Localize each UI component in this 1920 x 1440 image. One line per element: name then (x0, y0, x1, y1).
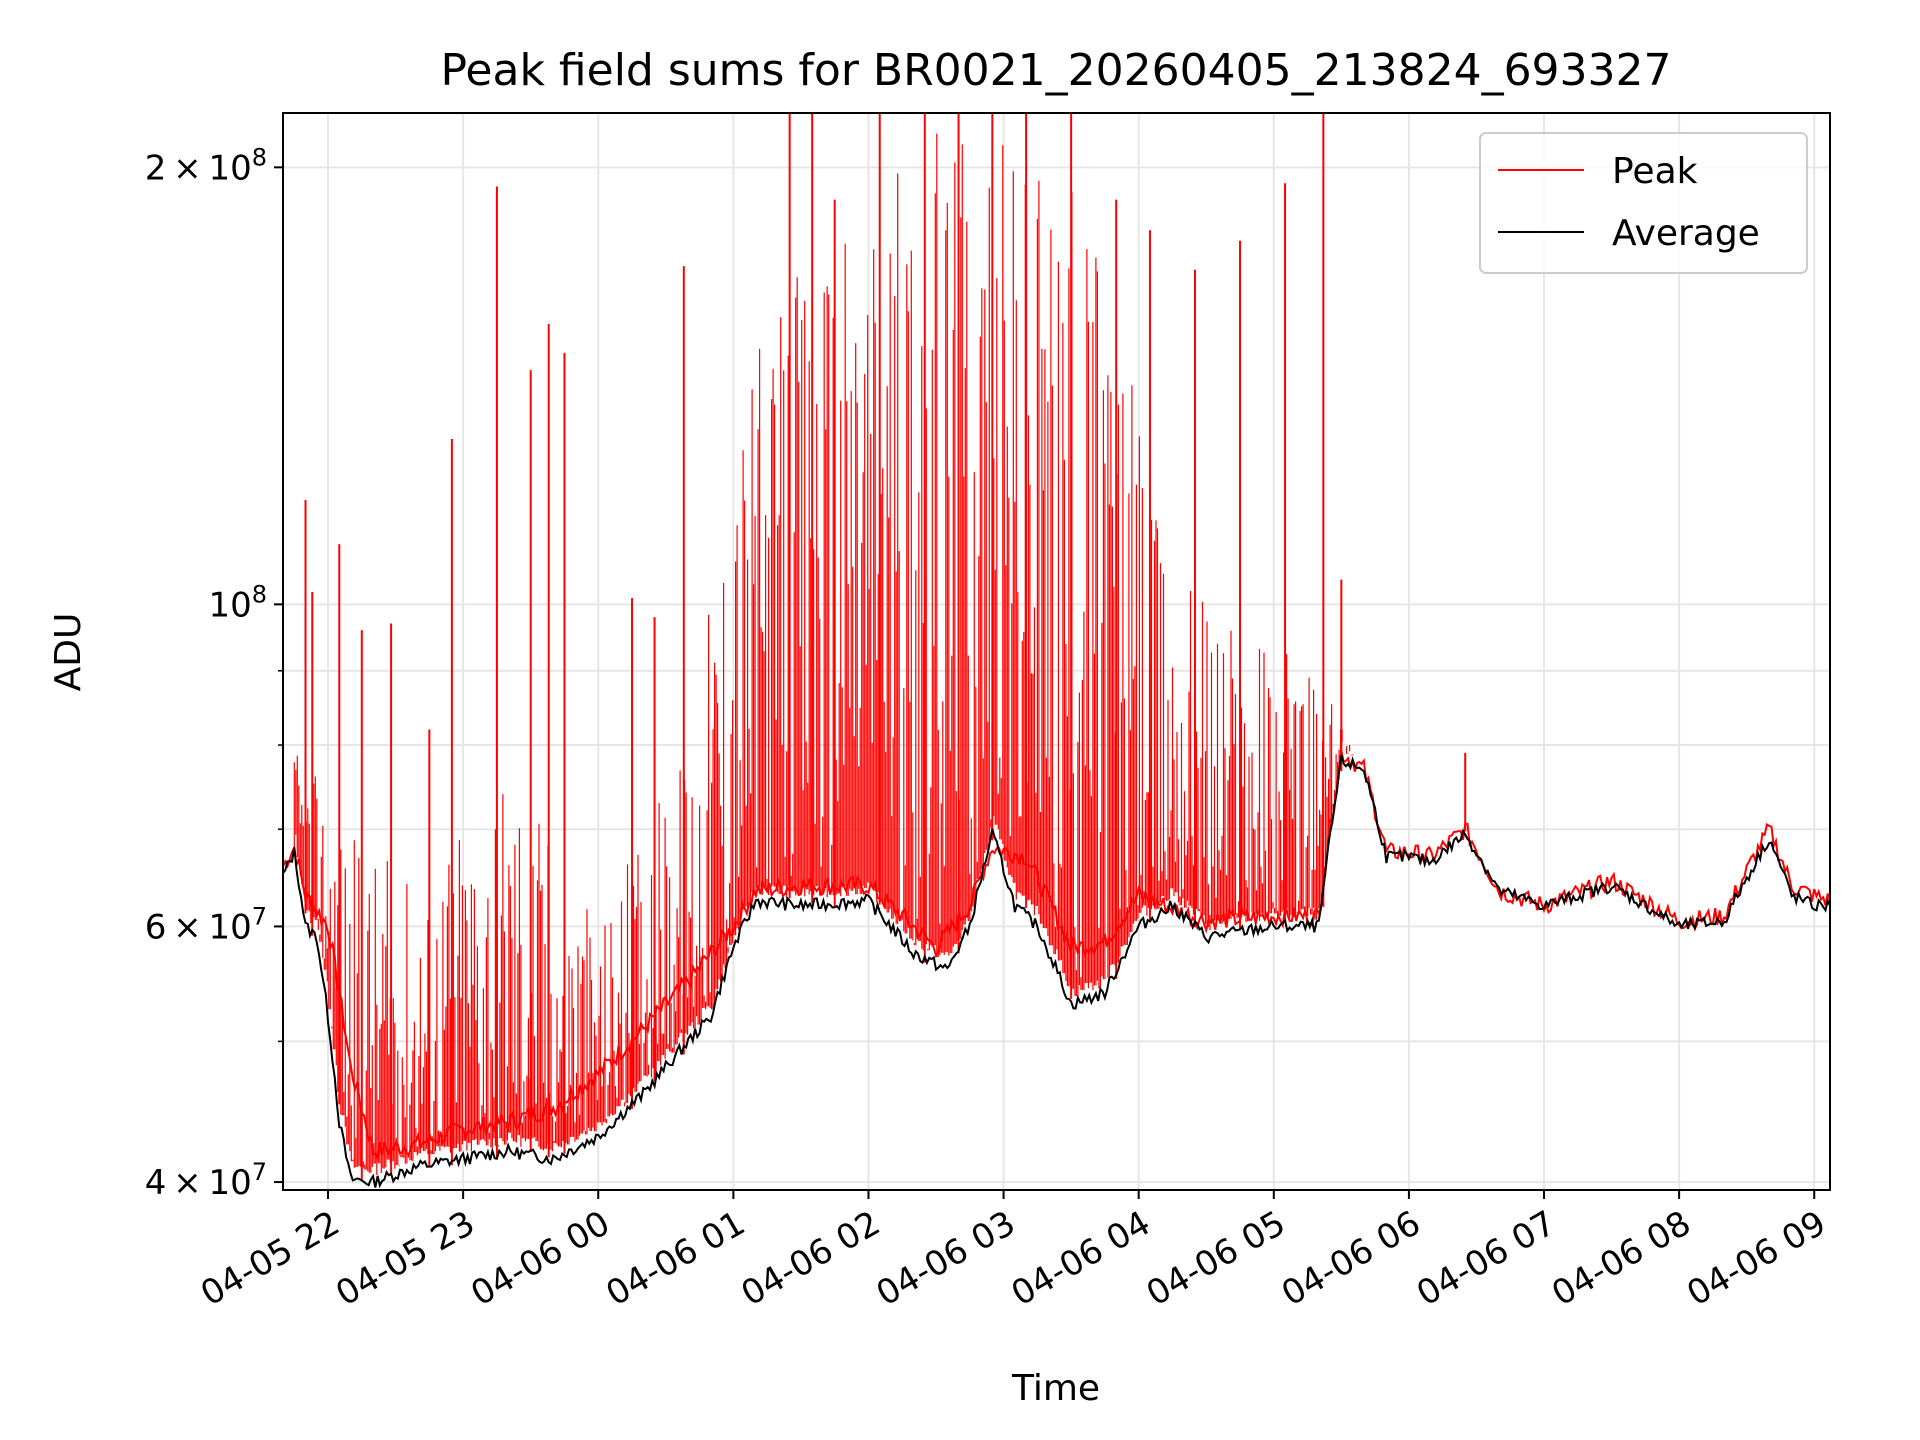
x-tick-label: 04-06 04 (1005, 1203, 1157, 1314)
y-axis: 4 × 107 6 × 107 108 2 × 108 (145, 143, 283, 1203)
series-layer (283, 113, 1830, 1189)
peak-series-spikes (293, 113, 1467, 1180)
average-series-line (283, 754, 1830, 1189)
x-tick-label: 04-06 07 (1410, 1203, 1562, 1314)
chart-title: Peak field sums for BR0021_20260405_2138… (440, 45, 1671, 96)
plot-frame (282, 112, 1831, 1191)
y-axis-label: ADU (48, 613, 89, 692)
y-tick-label: 6 × 107 (145, 902, 267, 947)
y-tick-label: 2 × 108 (145, 143, 267, 188)
x-tick-label: 04-06 03 (870, 1203, 1022, 1314)
legend-average-label: Average (1612, 213, 1760, 254)
x-tick-label: 04-06 06 (1275, 1203, 1427, 1314)
x-tick-label: 04-06 08 (1545, 1203, 1697, 1314)
legend-box (1479, 132, 1808, 274)
peak-series-line (283, 750, 1830, 1163)
y-tick-label: 108 (208, 580, 267, 625)
x-tick-label: 04-05 22 (194, 1203, 346, 1314)
x-tick-label: 04-06 00 (464, 1203, 616, 1314)
peak-spike-fill (293, 133, 1354, 1175)
legend: Peak Average (1479, 132, 1808, 274)
x-tick-label: 04-06 01 (599, 1203, 751, 1314)
x-axis-label: Time (1011, 1368, 1100, 1409)
x-tick-label: 04-06 02 (735, 1203, 887, 1314)
x-tick-label: 04-06 09 (1680, 1203, 1832, 1314)
legend-peak-label: Peak (1612, 151, 1698, 192)
x-tick-label: 04-06 05 (1140, 1203, 1292, 1314)
y-tick-label: 4 × 107 (145, 1158, 267, 1203)
x-tick-label: 04-05 23 (329, 1203, 481, 1314)
